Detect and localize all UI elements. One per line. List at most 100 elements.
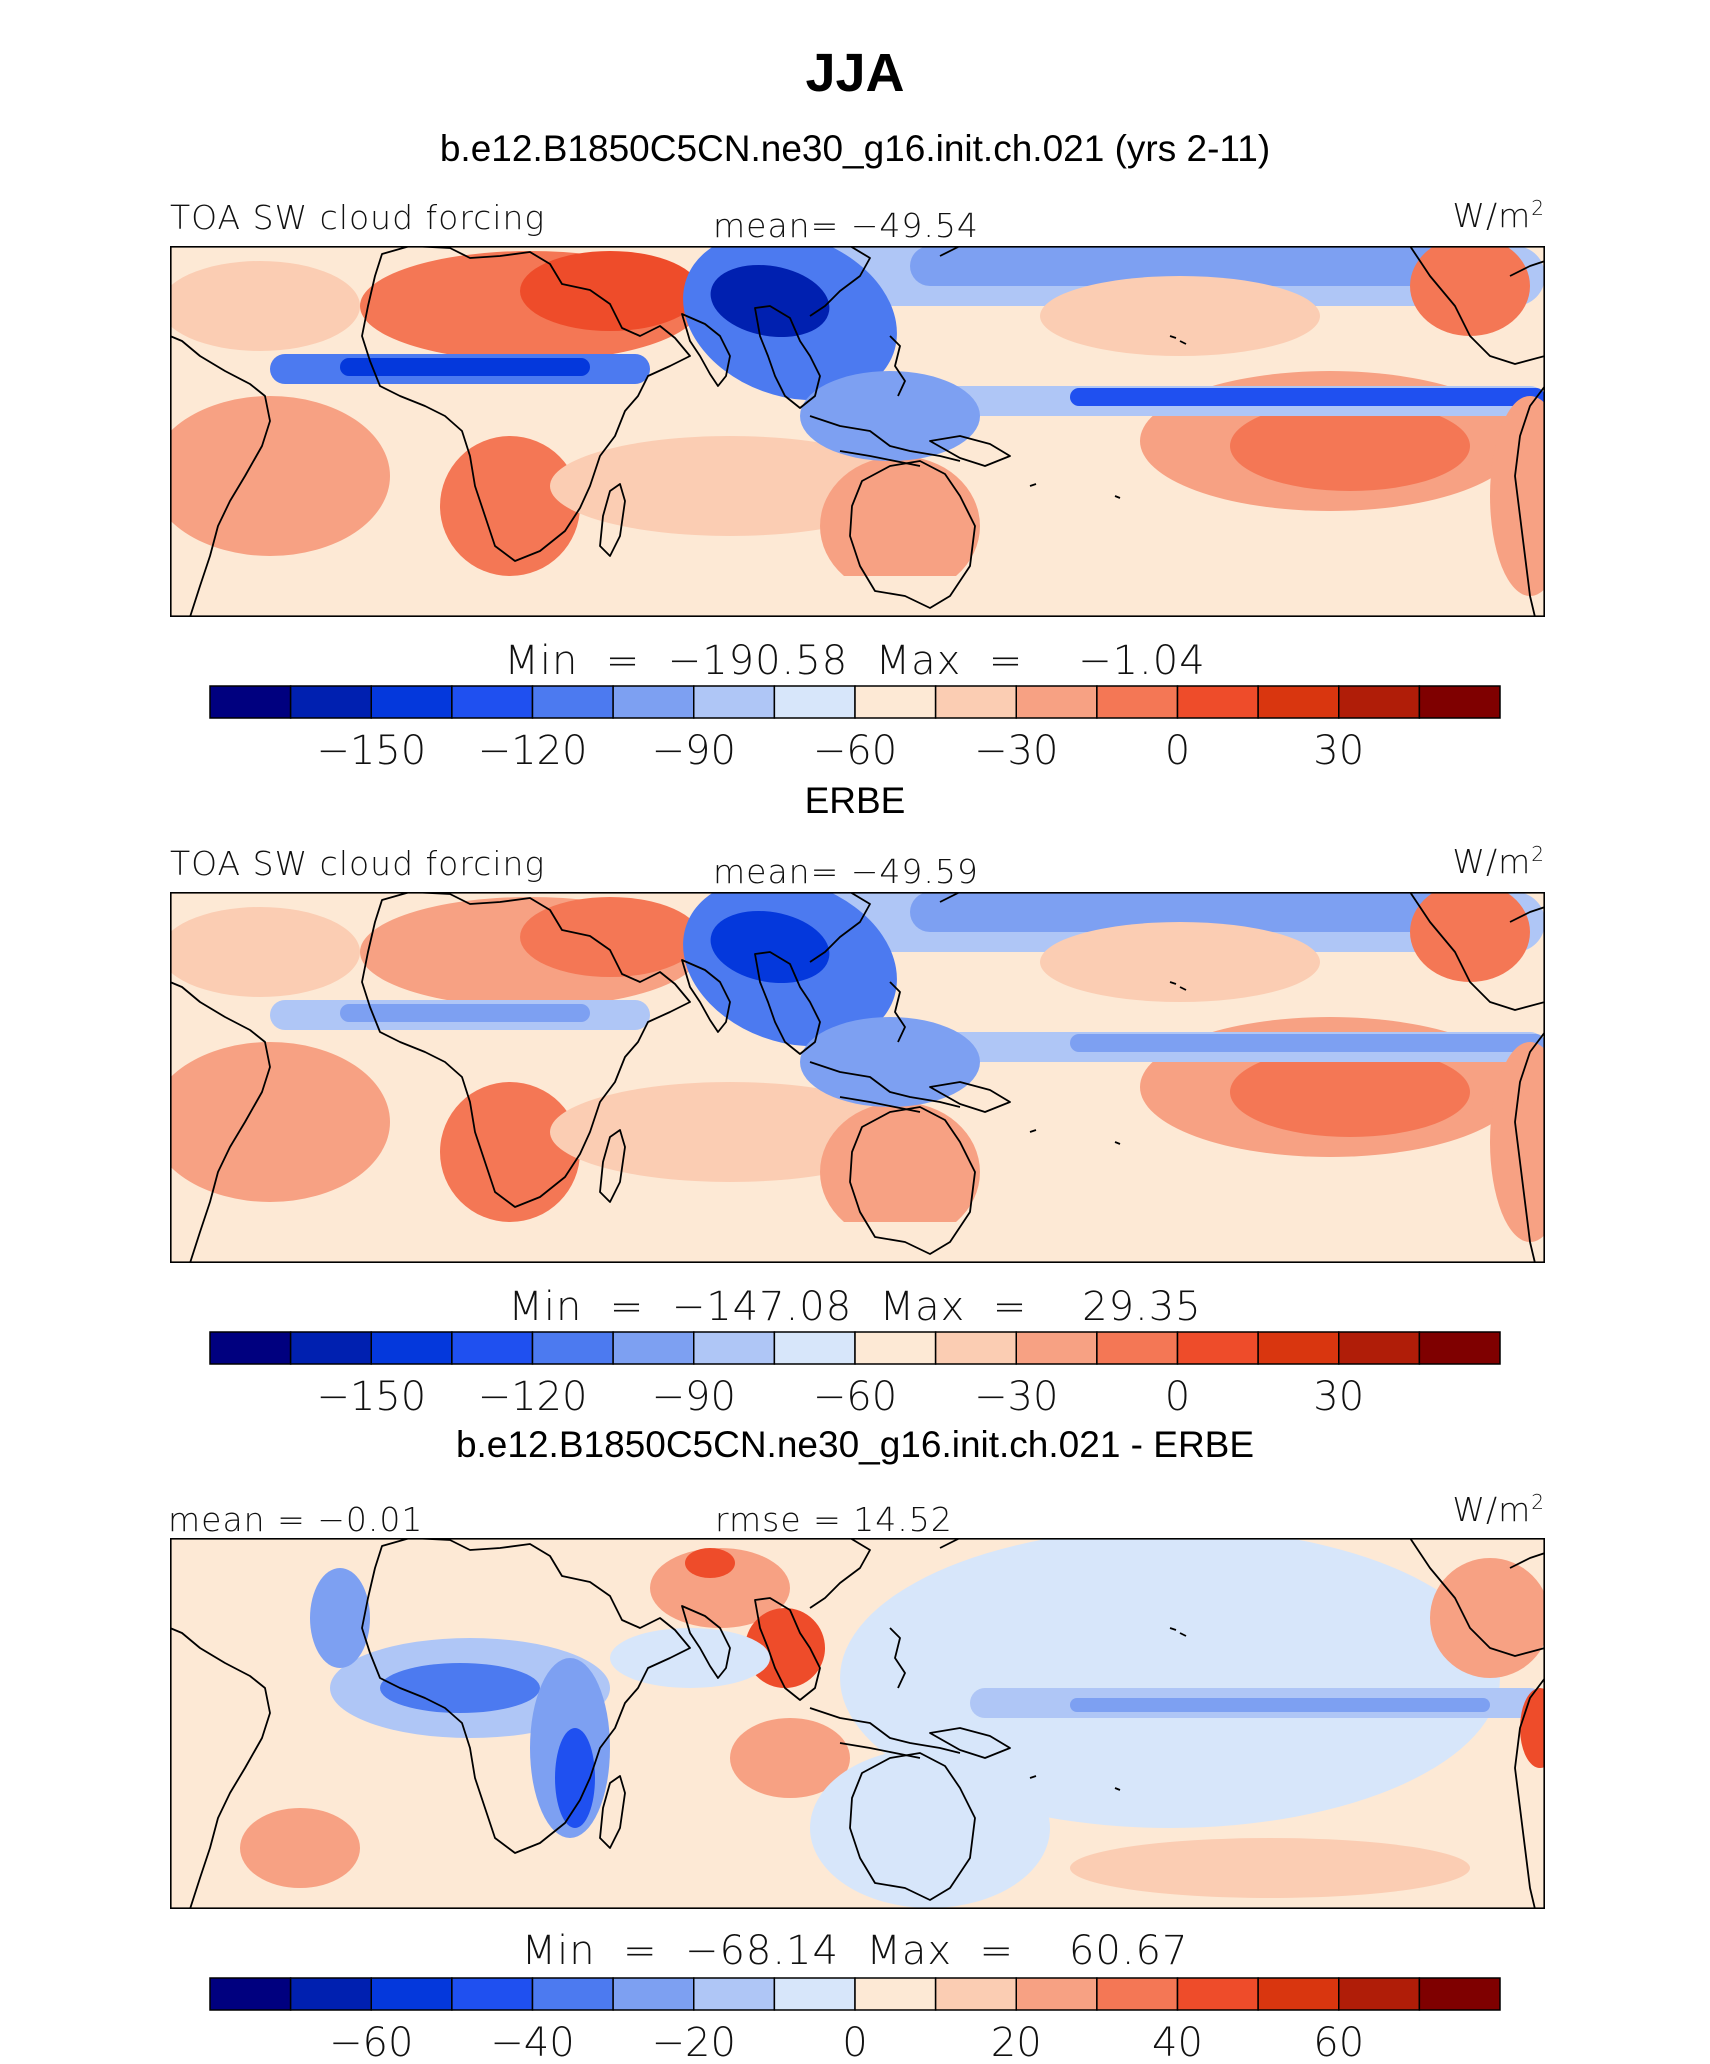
colorbar-box	[1338, 1977, 1421, 2011]
colorbar-box	[531, 1977, 614, 2011]
contour-band	[910, 246, 1510, 286]
panel-1-title: b.e12.B1850C5CN.ne30_g16.init.ch.021 (yr…	[439, 128, 1271, 169]
contour-region	[610, 1628, 770, 1688]
colorbar-tick-label: −150	[316, 728, 426, 774]
colorbar-box	[1418, 1331, 1501, 1365]
contour-band	[1070, 388, 1545, 406]
colorbar-tick-label: 0	[1165, 1374, 1190, 1420]
colorbar-box	[854, 685, 937, 719]
colorbar-tick-label: 30	[1313, 1374, 1364, 1420]
colorbar-box	[1015, 1331, 1098, 1365]
colorbar-tick-label: −60	[813, 728, 897, 774]
coastline-segment	[1509, 260, 1545, 277]
panel-1-min-max: Min = −190.58 Max = −1.04	[504, 638, 1206, 684]
coastline-segment	[939, 246, 961, 257]
contour-region	[685, 1548, 735, 1578]
coastline	[170, 892, 1545, 1263]
coastline-segment	[1029, 1775, 1037, 1779]
contour-region	[170, 396, 390, 556]
contour-region	[310, 1568, 370, 1668]
contour-region	[1040, 276, 1320, 356]
coastline-segment	[1514, 1677, 1545, 1909]
coastline-segment	[1509, 1552, 1545, 1569]
colorbar-box	[289, 685, 372, 719]
colorbar-tick-label: −90	[652, 1374, 736, 1420]
colorbar-box	[612, 1331, 695, 1365]
colorbar-box	[693, 685, 776, 719]
coastline-segment	[599, 1775, 626, 1849]
contour-region	[550, 436, 910, 536]
contour-region	[170, 261, 360, 351]
coastline-segment	[849, 1106, 976, 1255]
coastline-segment	[754, 951, 821, 1055]
contour-region	[520, 251, 700, 331]
colorbar-box	[773, 1331, 856, 1365]
colorbar-box	[1257, 1977, 1340, 2011]
contour-region	[1040, 922, 1320, 1002]
panel-3-rmse-label: rmse = 14.52	[715, 1500, 953, 1539]
coastline-segment	[361, 1538, 691, 1854]
coastline	[170, 1538, 1545, 1909]
map-frame	[170, 246, 1545, 617]
panel-1-map	[170, 246, 1545, 617]
colorbar-box	[1096, 1977, 1179, 2011]
contour-region	[1410, 892, 1530, 982]
contour-band	[340, 1004, 590, 1022]
colorbar-tick-label: −60	[813, 1374, 897, 1420]
colorbar-tick-label: −90	[652, 728, 736, 774]
colorbar-tick-label: −40	[490, 2020, 574, 2064]
colorbar-tick-label: −20	[652, 2020, 736, 2064]
panel-2-units-label: W/m2	[1452, 842, 1545, 881]
colorbar-box	[370, 685, 453, 719]
coastline-segment	[889, 335, 906, 397]
filled-contours	[170, 246, 1545, 617]
coastline-segment	[1179, 986, 1187, 991]
coastline-segment	[681, 1605, 731, 1679]
coastline-segment	[1409, 892, 1545, 1011]
coastline-segment	[1409, 246, 1545, 365]
colorbar-tick-label: −60	[329, 2020, 413, 2064]
coastline-segment	[170, 335, 271, 617]
colorbar-box	[531, 1331, 614, 1365]
coastline-segment	[929, 1081, 1011, 1113]
colorbar-tick-label: −150	[316, 1374, 426, 1420]
colorbar-box	[612, 685, 695, 719]
colorbar-box	[531, 685, 614, 719]
coastline-segment	[809, 1707, 961, 1754]
coastline-segment	[1029, 483, 1037, 487]
colorbar-box	[934, 1331, 1017, 1365]
coastline-segment	[599, 1129, 626, 1203]
colorbar-box	[370, 1331, 453, 1365]
coastline-segment	[809, 1061, 961, 1108]
coastline-segment	[929, 435, 1011, 467]
coastline-segment	[1114, 1787, 1121, 1791]
coastline-segment	[809, 1538, 871, 1609]
contour-region	[820, 456, 980, 596]
contour-region	[170, 1042, 390, 1202]
colorbar-box	[854, 1977, 937, 2011]
contour-region	[380, 1663, 540, 1713]
colorbar-box	[1015, 685, 1098, 719]
colorbar-box	[1176, 1977, 1259, 2011]
coastline-segment	[1514, 385, 1545, 617]
colorbar-box	[693, 1977, 776, 2011]
colorbar-box	[289, 1331, 372, 1365]
coastline	[170, 246, 1545, 617]
coastline-segment	[809, 415, 961, 462]
colorbar-box	[934, 1977, 1017, 2011]
map-frame	[170, 892, 1545, 1263]
coastline-segment	[681, 313, 731, 387]
coastline-segment	[1114, 495, 1121, 499]
contour-region	[800, 371, 980, 461]
coastline-segment	[1169, 335, 1177, 339]
contour-region	[810, 1748, 1050, 1908]
colorbar-box	[612, 1977, 695, 2011]
colorbar-box	[1257, 1331, 1340, 1365]
coastline-segment	[1179, 1632, 1187, 1637]
panel-3-mean-label: mean = −0.01	[168, 1500, 424, 1539]
contour-band	[170, 576, 1545, 617]
colorbar-box	[209, 685, 292, 719]
contour-region	[710, 910, 830, 984]
contour-region	[1070, 1838, 1470, 1898]
contour-region	[550, 1082, 910, 1182]
